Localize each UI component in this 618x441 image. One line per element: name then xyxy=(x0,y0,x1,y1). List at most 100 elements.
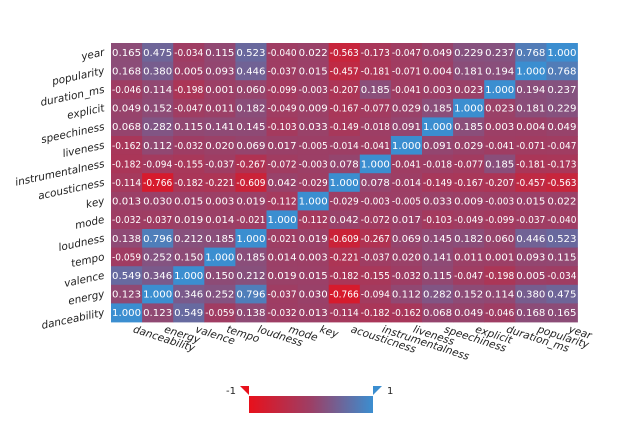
heatmap-cell-valence-liveness xyxy=(390,266,423,286)
heatmap-value-label: 0.014 xyxy=(268,252,297,263)
heatmap-cell-key-popularity xyxy=(515,191,547,211)
heatmap-cell-mode-danceability xyxy=(111,210,143,230)
heatmap-value-label: -0.563 xyxy=(330,48,359,59)
color-scale-bar xyxy=(249,396,373,413)
heatmap-cell-liveness-popularity xyxy=(515,136,547,155)
heatmap-value-label: 0.014 xyxy=(205,215,234,226)
heatmap-value-label: -0.040 xyxy=(268,48,297,59)
heatmap-cell-acousticness-duration_ms xyxy=(484,173,516,193)
heatmap-value-label: -0.114 xyxy=(330,308,359,319)
heatmap-value-label: 0.165 xyxy=(112,48,141,59)
row-label-explicit: explicit xyxy=(66,102,107,122)
heatmap-cell-duration_ms-liveness xyxy=(390,80,423,100)
heatmap-cell-speechiness-mode xyxy=(266,117,298,137)
heatmap-value-label: 1.000 xyxy=(236,234,265,245)
heatmap-cell-key-duration_ms xyxy=(484,191,516,211)
heatmap-cell-popularity-loudness xyxy=(235,61,267,81)
heatmap-value-label: 0.015 xyxy=(299,66,328,77)
heatmap-cell-liveness-instrumentalness xyxy=(359,136,392,155)
heatmap-cell-instrumentalness-loudness xyxy=(235,154,267,174)
heatmap-cell-speechiness-key xyxy=(297,117,330,137)
heatmap-cell-explicit-explicit xyxy=(453,98,485,118)
heatmap-cell-year-explicit xyxy=(453,43,485,62)
heatmap-value-label: -0.094 xyxy=(361,290,390,301)
heatmap-value-label: -0.766 xyxy=(143,178,172,189)
heatmap-value-label: 0.115 xyxy=(174,122,203,133)
heatmap-value-label: 0.001 xyxy=(485,252,514,263)
heatmap-cell-danceability-popularity xyxy=(515,303,547,323)
heatmap-value-label: 0.282 xyxy=(423,290,452,301)
heatmap-cell-energy-speechiness xyxy=(422,284,454,304)
heatmap-value-label: 0.019 xyxy=(236,197,265,208)
heatmap-value-label: -0.037 xyxy=(268,66,297,77)
heatmap-cell-year-liveness xyxy=(390,43,423,62)
heatmap-cell-tempo-energy xyxy=(142,247,174,267)
heatmap-value-label: 0.001 xyxy=(205,85,234,96)
heatmap-value-label: -0.032 xyxy=(268,308,297,319)
heatmap-value-label: 0.123 xyxy=(143,308,172,319)
heatmap-cell-danceability-duration_ms xyxy=(484,303,516,323)
heatmap-cell-liveness-tempo xyxy=(204,136,236,155)
heatmap-cell-popularity-instrumentalness xyxy=(359,61,392,81)
heatmap-value-label: 0.212 xyxy=(236,271,265,282)
heatmap-value-label: 0.011 xyxy=(454,252,483,263)
heatmap-value-label: 0.115 xyxy=(423,271,452,282)
heatmap-cell-mode-year xyxy=(546,210,578,230)
heatmap-value-label: 0.346 xyxy=(143,271,172,282)
heatmap-cell-liveness-year xyxy=(546,136,578,155)
heatmap-cell-acousticness-instrumentalness xyxy=(359,173,392,193)
heatmap-cell-loudness-year xyxy=(546,229,578,248)
heatmap-cell-instrumentalness-valence xyxy=(173,154,205,174)
heatmap-cell-tempo-popularity xyxy=(515,247,547,267)
heatmap-value-label: 0.068 xyxy=(423,308,452,319)
heatmap-cell-year-key xyxy=(297,43,330,62)
heatmap-cell-instrumentalness-year xyxy=(546,154,578,174)
heatmap-value-label: -0.071 xyxy=(392,66,421,77)
heatmap-cell-duration_ms-mode xyxy=(266,80,298,100)
heatmap-cell-danceability-key xyxy=(297,303,330,323)
heatmap-cell-mode-explicit xyxy=(453,210,485,230)
heatmap-value-label: 0.013 xyxy=(112,197,141,208)
heatmap-value-label: -0.047 xyxy=(174,104,203,115)
heatmap-cell-instrumentalness-explicit xyxy=(453,154,485,174)
heatmap-cell-liveness-key xyxy=(297,136,330,155)
color-scale-min-handle[interactable] xyxy=(240,386,249,395)
heatmap-value-label: 0.141 xyxy=(205,122,234,133)
heatmap-value-label: -0.040 xyxy=(547,215,576,226)
heatmap-value-label: 0.015 xyxy=(516,197,545,208)
heatmap-cell-loudness-liveness xyxy=(390,229,423,248)
heatmap-cell-duration_ms-instrumentalness xyxy=(359,80,392,100)
heatmap-value-label: 1.000 xyxy=(454,104,483,115)
heatmap-cell-key-liveness xyxy=(390,191,423,211)
heatmap-value-label: 0.150 xyxy=(205,271,234,282)
heatmap-cells xyxy=(111,43,578,323)
heatmap-value-label: -0.221 xyxy=(330,252,359,263)
heatmap-value-label: 0.145 xyxy=(236,122,265,133)
heatmap-value-label: 0.182 xyxy=(236,104,265,115)
heatmap-cell-speechiness-tempo xyxy=(204,117,236,137)
heatmap-value-label: 0.549 xyxy=(174,308,203,319)
heatmap-value-label: 0.030 xyxy=(299,290,328,301)
heatmap-value-label: 0.549 xyxy=(112,271,141,282)
heatmap-value-label: -0.181 xyxy=(516,159,545,170)
heatmap-cell-danceability-danceability xyxy=(111,303,143,323)
heatmap-cell-speechiness-loudness xyxy=(235,117,267,137)
heatmap-cell-key-year xyxy=(546,191,578,211)
heatmap-cell-year-danceability xyxy=(111,43,143,62)
heatmap-cell-instrumentalness-duration_ms xyxy=(484,154,516,174)
heatmap-cell-instrumentalness-liveness xyxy=(390,154,423,174)
heatmap-value-label: -0.003 xyxy=(299,159,328,170)
heatmap-value-label: 0.152 xyxy=(143,104,172,115)
heatmap-value-label: -0.609 xyxy=(236,178,265,189)
color-scale-max-handle[interactable] xyxy=(373,386,382,395)
heatmap-cell-acousticness-popularity xyxy=(515,173,547,193)
heatmap-cell-year-year xyxy=(546,43,578,62)
heatmap-value-label: -0.155 xyxy=(361,271,390,282)
heatmap-cell-duration_ms-year xyxy=(546,80,578,100)
column-label-key: key xyxy=(318,323,340,340)
heatmap-cell-explicit-liveness xyxy=(390,98,423,118)
heatmap-cell-duration_ms-acousticness xyxy=(328,80,361,100)
heatmap-cell-instrumentalness-key xyxy=(297,154,330,174)
heatmap-cell-danceability-instrumentalness xyxy=(359,303,392,323)
heatmap-value-label: -0.198 xyxy=(485,271,514,282)
